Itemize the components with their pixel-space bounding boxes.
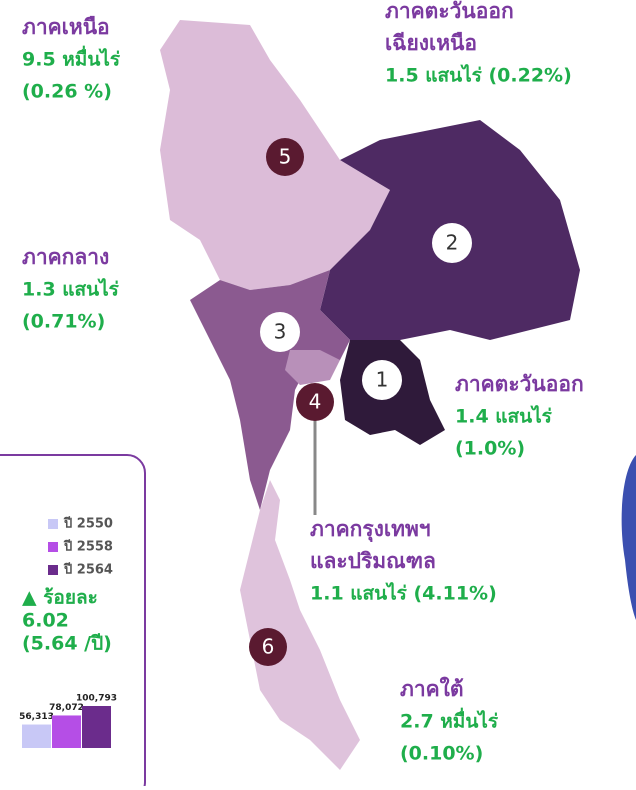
marker-number: 1 bbox=[376, 368, 389, 392]
region-detail: 1.4 แสนไร่ bbox=[455, 405, 553, 428]
legend-label: ปี 2550 bbox=[63, 516, 113, 532]
marker-number: 6 bbox=[262, 635, 275, 659]
marker bbox=[249, 628, 287, 666]
bar bbox=[82, 706, 111, 748]
region-name: ภาคกลาง bbox=[22, 245, 109, 269]
region-name: ภาคกรุงเทพฯ bbox=[310, 517, 431, 543]
legend-label: ปี 2558 bbox=[63, 539, 113, 555]
bar-value-label: 56,313 bbox=[19, 712, 54, 722]
region-name: ภาคเหนือ bbox=[22, 15, 110, 39]
bar bbox=[52, 715, 81, 748]
region-name: ภาคตะวันออก bbox=[455, 372, 584, 396]
change-rate: (5.64 /ปี) bbox=[22, 633, 112, 655]
region-detail: (0.10%) bbox=[400, 743, 483, 765]
map bbox=[160, 20, 636, 770]
marker bbox=[432, 223, 472, 263]
region-detail: 1.3 แสนไร่ bbox=[22, 278, 120, 301]
region-detail: 1.5 แสนไร่ (0.22%) bbox=[385, 64, 572, 87]
legend-swatch bbox=[48, 519, 58, 529]
region-detail: (0.71%) bbox=[22, 311, 105, 333]
marker bbox=[260, 312, 300, 352]
region-name: ภาคตะวันออก bbox=[385, 0, 514, 23]
region-south bbox=[240, 480, 360, 770]
marker-number: 4 bbox=[309, 390, 322, 414]
marker bbox=[362, 360, 402, 400]
legend-swatch bbox=[48, 542, 58, 552]
region-bangkok bbox=[285, 350, 340, 385]
change-value: 6.02 bbox=[22, 610, 69, 632]
marker-number: 5 bbox=[279, 145, 292, 169]
marker-number: 3 bbox=[274, 320, 287, 344]
bar-value-label: 78,072 bbox=[49, 703, 84, 713]
bar-value-label: 100,793 bbox=[76, 694, 117, 704]
legend-swatch bbox=[48, 565, 58, 575]
region-name: ภาคใต้ bbox=[400, 676, 464, 701]
region-detail: (0.26 %) bbox=[22, 81, 112, 103]
region-detail: 9.5 หมื่นไร่ bbox=[22, 46, 121, 71]
change-label: ▲ ร้อยละ bbox=[22, 587, 98, 609]
region-name: และปริมณฑล bbox=[310, 549, 436, 573]
region-detail: 1.1 แสนไร่ (4.11%) bbox=[310, 582, 497, 605]
region-central bbox=[190, 270, 350, 510]
marker bbox=[296, 383, 334, 421]
marker-number: 2 bbox=[446, 231, 459, 255]
region-name: เฉียงเหนือ bbox=[385, 31, 477, 55]
marker bbox=[266, 138, 304, 176]
region-detail: (1.0%) bbox=[455, 438, 525, 460]
side-image bbox=[621, 455, 636, 620]
bar bbox=[22, 724, 51, 748]
legend-label: ปี 2564 bbox=[63, 562, 113, 578]
region-detail: 2.7 หมื่นไร่ bbox=[400, 708, 499, 733]
